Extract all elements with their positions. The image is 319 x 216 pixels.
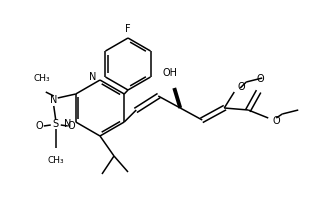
Text: N: N bbox=[64, 119, 72, 129]
Text: CH₃: CH₃ bbox=[48, 156, 64, 165]
Text: O: O bbox=[237, 82, 245, 92]
Text: CH₃: CH₃ bbox=[33, 74, 50, 83]
Text: O: O bbox=[256, 74, 264, 84]
Text: O: O bbox=[36, 121, 44, 131]
Text: F: F bbox=[125, 24, 131, 34]
Text: O: O bbox=[68, 121, 76, 131]
Text: N: N bbox=[50, 95, 57, 105]
Text: S: S bbox=[53, 119, 59, 129]
Text: O: O bbox=[272, 116, 280, 126]
Text: N: N bbox=[89, 72, 96, 82]
Text: OH: OH bbox=[163, 68, 178, 78]
